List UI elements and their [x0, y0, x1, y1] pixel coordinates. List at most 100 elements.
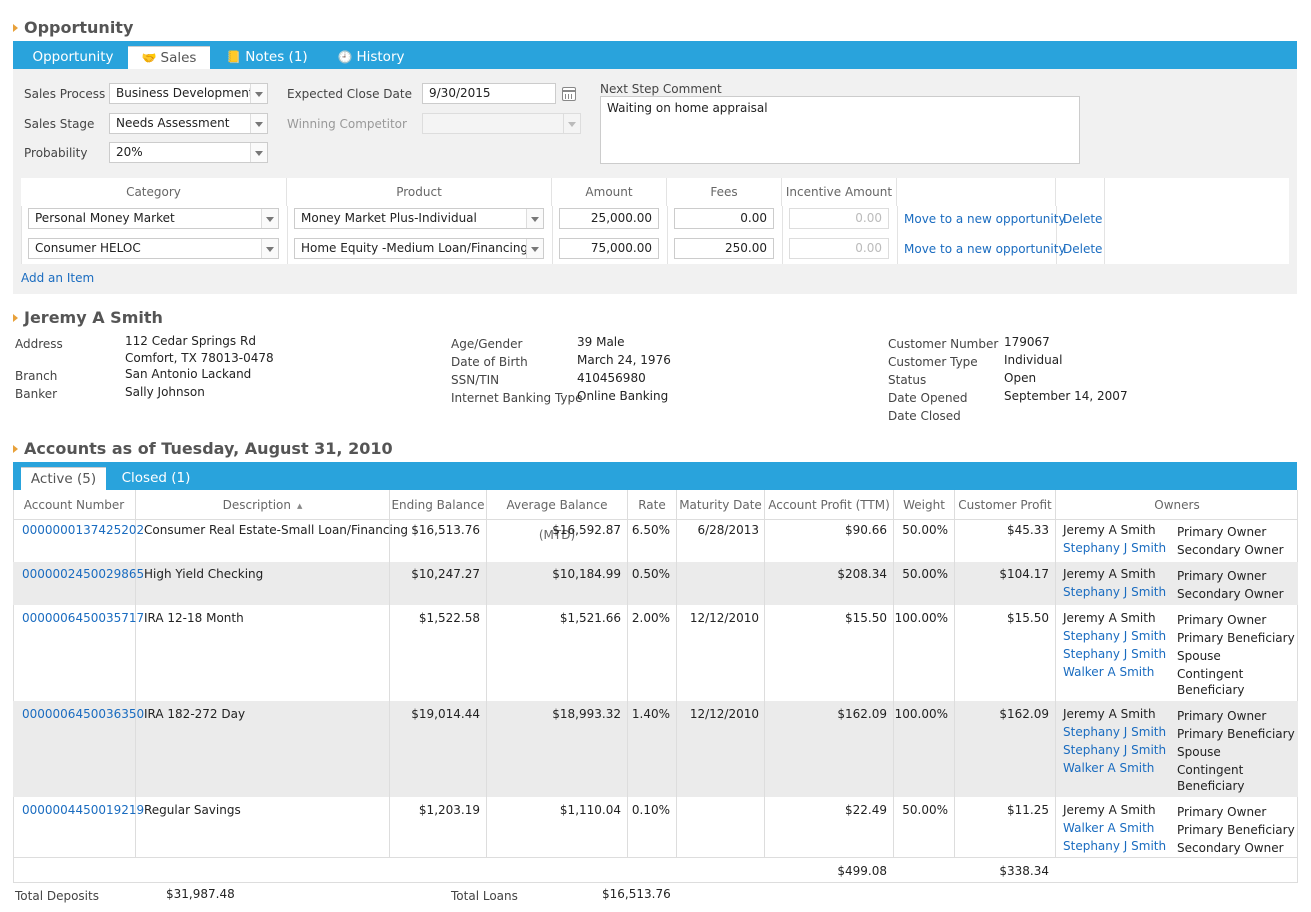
- tab-sales-label: Sales: [160, 50, 197, 66]
- accounts-title: Accounts as of Tuesday, August 31, 2010: [12, 439, 393, 458]
- item-incentive-input[interactable]: 0.00: [789, 238, 889, 259]
- calendar-icon[interactable]: [562, 87, 576, 101]
- date-opened-label: Date Opened: [888, 391, 968, 405]
- rate: 0.50%: [631, 567, 670, 581]
- col-header-customer-profit[interactable]: Customer Profit: [955, 490, 1056, 520]
- chevron-down-icon: [526, 209, 543, 228]
- divider: [135, 520, 136, 857]
- owner-name-link[interactable]: Stephany J Smith: [1063, 541, 1167, 555]
- account-number-link[interactable]: 0000006450035717: [22, 611, 145, 625]
- col-header-account-number[interactable]: Account Number: [13, 490, 136, 520]
- owner-name-link[interactable]: Stephany J Smith: [1063, 629, 1167, 643]
- col-header-incentive: Incentive Amount: [782, 178, 897, 206]
- item-product-value: Money Market Plus-Individual: [301, 211, 477, 225]
- delete-item-link[interactable]: Delete: [1063, 242, 1103, 256]
- col-header-amount: Amount: [552, 178, 667, 206]
- owner-name-link[interactable]: Stephany J Smith: [1063, 647, 1167, 661]
- owner-name-link[interactable]: Walker A Smith: [1063, 761, 1155, 775]
- owner-name: Jeremy A Smith: [1063, 567, 1156, 581]
- chevron-down-icon: [250, 84, 267, 103]
- col-header-maturity-date[interactable]: Maturity Date: [677, 490, 765, 520]
- divider: [552, 206, 553, 264]
- chevron-down-icon: [250, 143, 267, 162]
- probability-select[interactable]: 20%: [109, 142, 268, 163]
- delete-item-link[interactable]: Delete: [1063, 212, 1103, 226]
- col-header-weight[interactable]: Weight: [894, 490, 955, 520]
- expected-close-label: Expected Close Date: [287, 87, 412, 101]
- probability-label: Probability: [24, 146, 88, 160]
- section-arrow-icon: [13, 23, 18, 32]
- customer-type-value: Individual: [1004, 353, 1063, 367]
- owner-name-link[interactable]: Stephany J Smith: [1063, 839, 1167, 853]
- divider: [287, 206, 288, 264]
- item-category-value: Personal Money Market: [35, 211, 175, 225]
- col-header-average-balance[interactable]: Average Balance (MTD): [487, 490, 628, 542]
- move-to-new-opportunity-link[interactable]: Move to a new opportunity: [904, 242, 1066, 256]
- next-step-textarea[interactable]: Waiting on home appraisal: [600, 96, 1080, 164]
- item-fees-input[interactable]: 0.00: [674, 208, 774, 229]
- owner-name-link[interactable]: Walker A Smith: [1063, 821, 1155, 835]
- item-category-select[interactable]: Consumer HELOC: [28, 238, 279, 259]
- age-gender-label: Age/Gender: [451, 337, 523, 351]
- tab-sales[interactable]: 🤝 Sales: [128, 46, 210, 69]
- owner-name-link[interactable]: Stephany J Smith: [1063, 585, 1167, 599]
- tab-active-accounts[interactable]: Active (5): [21, 467, 106, 490]
- probability-value: 20%: [116, 145, 143, 159]
- account-number-link[interactable]: 0000002450029865: [22, 567, 145, 581]
- item-product-select[interactable]: Home Equity -Medium Loan/Financing: [294, 238, 544, 259]
- sales-stage-select[interactable]: Needs Assessment: [109, 113, 268, 134]
- average-balance: $16,592.87: [552, 523, 621, 537]
- customer-name: Jeremy A Smith: [24, 308, 163, 327]
- col-header-account-profit[interactable]: Account Profit (TTM): [765, 490, 894, 520]
- total-deposits-value: $31,987.48: [166, 887, 235, 901]
- col-header-ending-balance[interactable]: Ending Balance: [390, 490, 487, 520]
- col-header-product: Product: [287, 178, 552, 206]
- item-category-value: Consumer HELOC: [35, 241, 141, 255]
- tab-history-label: History: [356, 49, 405, 65]
- col-header-move: [897, 178, 1056, 206]
- divider: [667, 206, 668, 264]
- item-incentive-input[interactable]: 0.00: [789, 208, 889, 229]
- table-row: [13, 701, 1298, 797]
- col-header-description[interactable]: Description ▲: [136, 490, 390, 520]
- owner-name-link[interactable]: Walker A Smith: [1063, 665, 1155, 679]
- history-icon: 🕘: [337, 50, 353, 64]
- add-item-link[interactable]: Add an Item: [21, 271, 95, 285]
- average-balance: $1,521.66: [559, 611, 621, 625]
- item-amount-input[interactable]: 75,000.00: [559, 238, 659, 259]
- move-to-new-opportunity-link[interactable]: Move to a new opportunity: [904, 212, 1066, 226]
- item-category-select[interactable]: Personal Money Market: [28, 208, 279, 229]
- tab-opportunity[interactable]: Opportunity: [23, 46, 123, 69]
- account-description: IRA 12-18 Month: [144, 611, 244, 625]
- account-number-link[interactable]: 0000000137425202: [22, 523, 145, 537]
- expected-close-input[interactable]: 9/30/2015: [422, 83, 556, 104]
- col-header-description-text: Description: [222, 498, 291, 512]
- col-header-rate[interactable]: Rate: [628, 490, 677, 520]
- tab-closed-accounts[interactable]: Closed (1): [113, 467, 199, 490]
- owner-name-link[interactable]: Stephany J Smith: [1063, 743, 1167, 757]
- customer-number-label: Customer Number: [888, 337, 999, 351]
- rate: 6.50%: [631, 523, 670, 537]
- owner-role: Primary Owner: [1177, 709, 1267, 723]
- owner-name-link[interactable]: Stephany J Smith: [1063, 725, 1167, 739]
- owner-role: Secondary Owner: [1177, 587, 1284, 601]
- divider: [1055, 520, 1056, 857]
- item-amount-input[interactable]: 25,000.00: [559, 208, 659, 229]
- owner-role: Beneficiary: [1177, 683, 1245, 697]
- owner-role: Spouse: [1177, 745, 1221, 759]
- tab-history[interactable]: 🕘 History: [331, 46, 411, 69]
- account-number-link[interactable]: 0000004450019219: [22, 803, 145, 817]
- customer-number-value: 179067: [1004, 335, 1050, 349]
- winning-competitor-select[interactable]: [422, 113, 581, 134]
- account-number-link[interactable]: 0000006450036350: [22, 707, 145, 721]
- tab-notes[interactable]: 📒 Notes (1): [223, 46, 311, 69]
- customer-profit: $104.17: [999, 567, 1049, 581]
- owner-role: Contingent: [1177, 763, 1244, 777]
- item-product-select[interactable]: Money Market Plus-Individual: [294, 208, 544, 229]
- section-arrow-icon: [13, 313, 18, 322]
- totals-row: [13, 857, 1298, 883]
- maturity-date: 12/12/2010: [689, 611, 759, 625]
- sales-stage-value: Needs Assessment: [116, 116, 230, 130]
- item-fees-input[interactable]: 250.00: [674, 238, 774, 259]
- sales-process-select[interactable]: Business Development: [109, 83, 268, 104]
